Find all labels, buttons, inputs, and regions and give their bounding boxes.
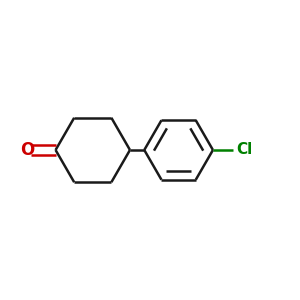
Text: Cl: Cl [236, 142, 252, 158]
Text: O: O [20, 141, 35, 159]
